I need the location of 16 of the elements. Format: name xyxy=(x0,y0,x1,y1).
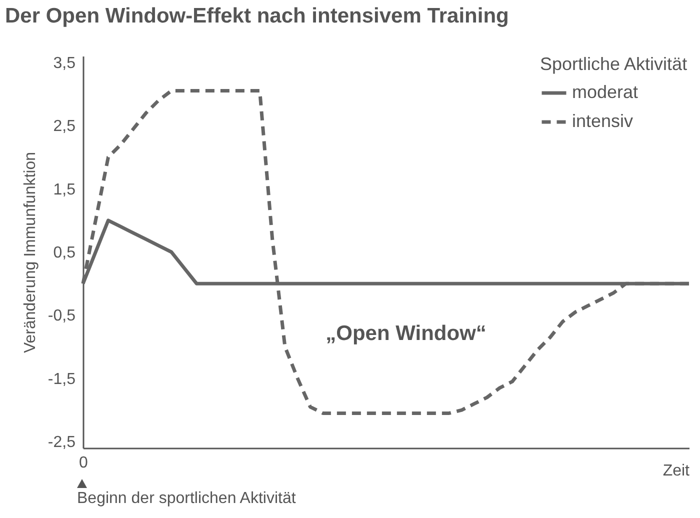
annotation: „Open Window“ xyxy=(326,322,486,345)
x-axis-title: Zeit xyxy=(662,462,690,480)
legend-label: moderat xyxy=(572,82,638,102)
y-tick-label: 0,5 xyxy=(53,244,76,262)
text: Beginn der sportlichen Aktivität xyxy=(77,490,296,507)
x-tick-label: 0 xyxy=(79,454,88,472)
y-tick-label: 3,5 xyxy=(53,54,76,72)
y-tick-label: -1,5 xyxy=(48,370,76,388)
y-tick-label: 2,5 xyxy=(53,118,76,136)
y-tick-label: 1,5 xyxy=(53,181,76,198)
y-tick-label: -2,5 xyxy=(48,434,76,452)
chart-title: Der Open Window-Effekt nach intensivem Training xyxy=(5,4,509,28)
legend-label: intensiv xyxy=(572,111,634,131)
y-axis-title: Veränderung Immunfunktion xyxy=(22,152,39,354)
legend-title: Sportliche Aktivität xyxy=(540,54,688,74)
y-tick-label: -0,5 xyxy=(48,308,76,325)
